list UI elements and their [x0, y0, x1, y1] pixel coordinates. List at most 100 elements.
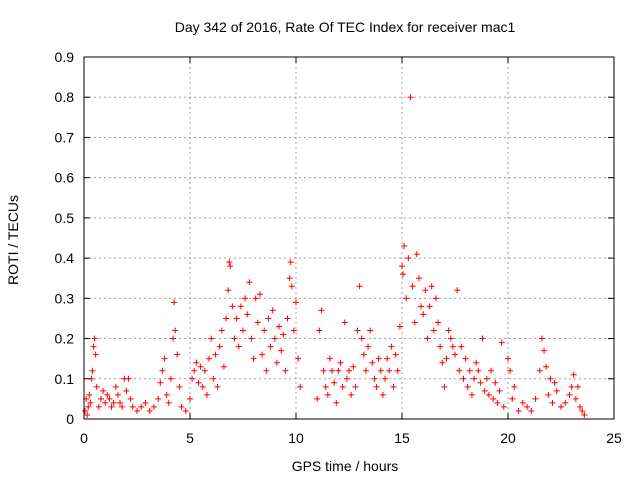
- data-point: [348, 391, 355, 398]
- data-point: [287, 259, 294, 266]
- data-point: [316, 327, 323, 334]
- data-point: [574, 383, 581, 390]
- data-point: [226, 259, 233, 266]
- data-point: [114, 391, 121, 398]
- data-point: [117, 399, 124, 406]
- data-point: [240, 327, 246, 334]
- y-tick-label: 0.6: [55, 170, 75, 186]
- data-point: [415, 275, 422, 282]
- data-point: [171, 299, 178, 306]
- data-point: [481, 387, 488, 394]
- data-point: [297, 383, 304, 390]
- data-point: [496, 387, 503, 394]
- data-point: [443, 355, 450, 362]
- x-axis-label: GPS time / hours: [292, 458, 399, 474]
- data-point: [220, 363, 227, 370]
- axis-ticks: [83, 56, 615, 420]
- data-point: [95, 403, 102, 410]
- data-point: [218, 327, 225, 334]
- data-point: [265, 315, 272, 322]
- data-point: [570, 371, 577, 378]
- data-point: [490, 395, 497, 402]
- data-point: [577, 403, 584, 410]
- data-point: [532, 395, 539, 402]
- data-point: [401, 243, 408, 250]
- data-point: [377, 367, 384, 374]
- data-point: [318, 307, 325, 314]
- data-point: [507, 367, 514, 374]
- x-tick-label: 25: [606, 430, 622, 446]
- data-point: [170, 335, 177, 342]
- data-point: [161, 355, 168, 362]
- y-tick-label: 0.9: [55, 49, 75, 65]
- data-point: [373, 383, 380, 390]
- data-point: [210, 375, 217, 382]
- data-point: [288, 283, 295, 290]
- data-point: [553, 387, 560, 394]
- data-point: [441, 383, 448, 390]
- data-point: [350, 363, 357, 370]
- data-point: [322, 383, 329, 390]
- data-point: [396, 323, 403, 330]
- data-point: [337, 359, 344, 366]
- data-point: [259, 351, 266, 358]
- data-point: [558, 403, 564, 410]
- data-point: [293, 299, 299, 306]
- data-point: [409, 283, 416, 290]
- data-point: [543, 363, 550, 370]
- data-point: [119, 403, 126, 410]
- data-point: [384, 355, 391, 362]
- data-point: [178, 403, 185, 410]
- y-tick-label: 0.2: [55, 331, 75, 347]
- data-point: [206, 355, 213, 362]
- data-point: [91, 335, 98, 342]
- x-tick-label: 5: [186, 430, 194, 446]
- data-point: [176, 383, 183, 390]
- data-point: [354, 327, 361, 334]
- x-tick-label: 10: [288, 430, 304, 446]
- data-point: [483, 375, 490, 382]
- data-point: [203, 391, 210, 398]
- data-point: [379, 391, 386, 398]
- data-point: [326, 355, 333, 362]
- data-point: [189, 375, 196, 382]
- data-point: [100, 387, 107, 394]
- data-point: [242, 295, 249, 302]
- data-point: [263, 367, 270, 374]
- data-point: [430, 327, 437, 334]
- y-tick-label: 0.1: [55, 371, 75, 387]
- data-point: [273, 359, 280, 366]
- data-point: [278, 347, 285, 354]
- data-point: [515, 407, 522, 414]
- data-point: [157, 379, 164, 386]
- data-point: [551, 379, 558, 386]
- data-point: [426, 303, 433, 310]
- data-point: [399, 263, 405, 270]
- x-tick-label: 15: [394, 430, 410, 446]
- data-point: [473, 359, 480, 366]
- y-tick-label: 0: [66, 411, 74, 427]
- data-point: [195, 379, 202, 386]
- data-point: [352, 383, 359, 390]
- data-point: [248, 335, 255, 342]
- data-point: [134, 407, 140, 414]
- data-point: [346, 367, 352, 374]
- data-point: [250, 355, 257, 362]
- data-point: [127, 395, 134, 402]
- data-point: [112, 383, 119, 390]
- data-point: [97, 395, 104, 402]
- data-point: [295, 355, 302, 362]
- data-point: [86, 391, 93, 398]
- data-point: [411, 319, 418, 326]
- data-point: [235, 343, 242, 350]
- data-point: [439, 359, 446, 366]
- data-point: [267, 343, 274, 350]
- data-point: [479, 335, 486, 342]
- y-axis-label: ROTI / TECUs: [5, 195, 21, 285]
- data-point: [403, 295, 410, 302]
- data-point: [445, 327, 452, 334]
- data-point: [454, 287, 461, 294]
- data-point: [191, 367, 198, 374]
- data-point: [104, 391, 111, 398]
